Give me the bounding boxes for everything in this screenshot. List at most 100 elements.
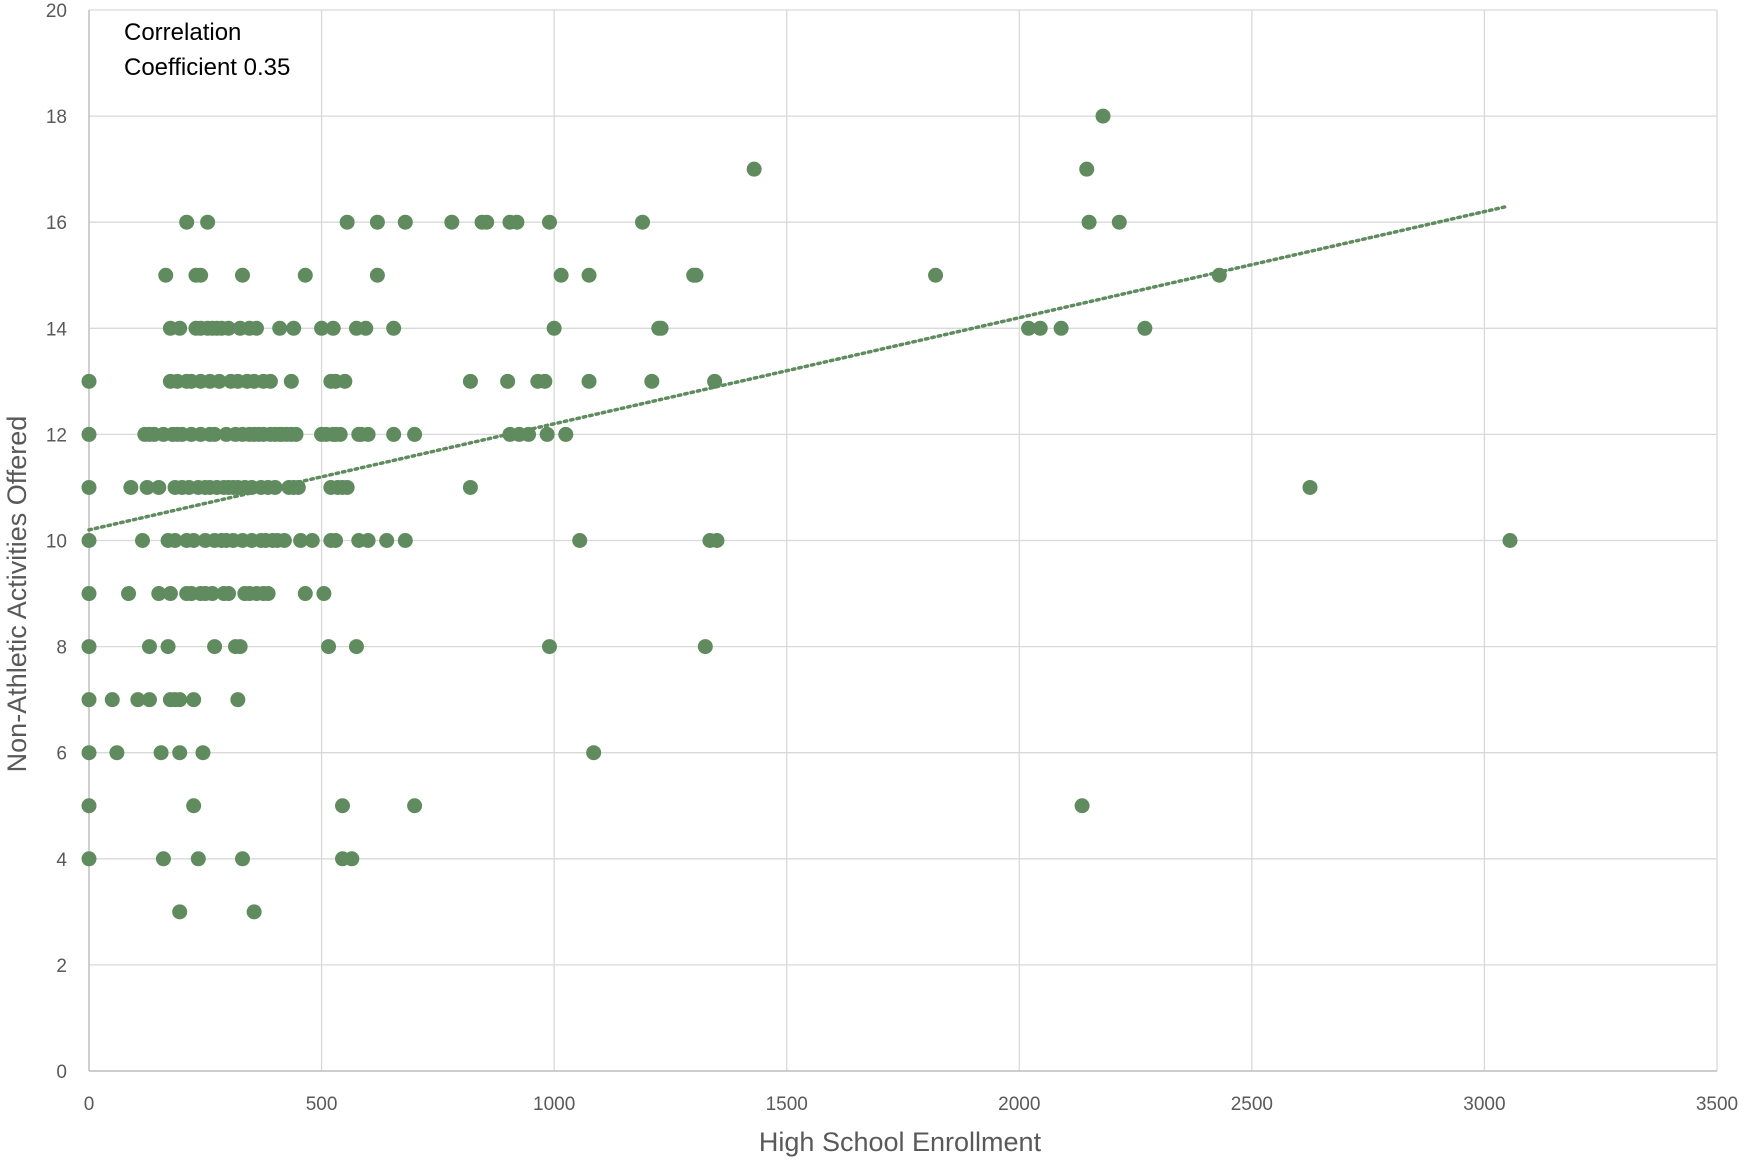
data-point: [81, 373, 97, 389]
data-point: [248, 320, 264, 336]
data-point: [635, 214, 651, 230]
data-point: [697, 639, 713, 655]
data-point: [1111, 214, 1127, 230]
data-point: [1137, 320, 1153, 336]
data-point: [360, 426, 376, 442]
y-tick-label: 0: [56, 1062, 67, 1083]
data-point: [123, 479, 139, 495]
data-point: [246, 904, 262, 920]
data-point: [539, 426, 555, 442]
x-tick-label: 1000: [533, 1094, 575, 1115]
data-point: [221, 320, 237, 336]
data-point: [541, 639, 557, 655]
data-point: [297, 267, 313, 283]
data-point: [339, 214, 355, 230]
data-point: [1032, 320, 1048, 336]
trendline-layer: [87, 204, 1510, 532]
data-point: [151, 586, 167, 602]
data-point: [141, 639, 157, 655]
data-point: [81, 745, 97, 761]
data-point: [928, 267, 944, 283]
data-point: [160, 639, 176, 655]
x-tick-label: 2000: [998, 1094, 1040, 1115]
data-point: [558, 426, 574, 442]
data-point: [121, 586, 137, 602]
x-tick-label: 0: [84, 1094, 95, 1115]
data-point: [193, 267, 209, 283]
data-point: [358, 320, 374, 336]
data-point: [190, 851, 206, 867]
data-point: [1302, 479, 1318, 495]
data-point: [379, 533, 395, 548]
data-point: [644, 373, 660, 389]
x-tick-label: 500: [306, 1094, 338, 1115]
data-point: [444, 214, 460, 230]
y-tick-label: 2: [56, 956, 67, 977]
data-point: [397, 533, 413, 548]
data-point: [81, 586, 97, 602]
data-point: [586, 745, 602, 761]
y-axis-title: Non-Athletic Activities Offered: [2, 416, 32, 773]
data-point: [572, 533, 588, 548]
data-point: [158, 267, 174, 283]
data-point: [325, 320, 341, 336]
data-point: [653, 320, 669, 336]
data-point: [293, 533, 309, 548]
data-point: [211, 373, 227, 389]
data-point: [195, 745, 211, 761]
data-point: [232, 639, 248, 655]
data-point: [286, 320, 302, 336]
data-point: [130, 692, 146, 708]
data-point: [553, 267, 569, 283]
data-point: [139, 479, 155, 495]
data-point: [272, 320, 288, 336]
data-point: [234, 267, 250, 283]
y-tick-label: 6: [56, 744, 67, 765]
data-point: [314, 320, 330, 336]
data-point: [81, 533, 97, 548]
data-point: [348, 639, 364, 655]
data-point: [172, 320, 188, 336]
data-point: [260, 586, 276, 602]
data-point: [109, 745, 125, 761]
data-point: [581, 373, 597, 389]
data-point: [186, 533, 202, 548]
x-tick-label: 2500: [1231, 1094, 1273, 1115]
data-point: [328, 533, 344, 548]
data-point: [546, 320, 562, 336]
data-point: [297, 586, 313, 602]
data-point: [81, 479, 97, 495]
data-point: [1081, 214, 1097, 230]
data-point: [179, 214, 195, 230]
data-point: [162, 586, 178, 602]
data-point: [141, 692, 157, 708]
y-tick-label: 12: [46, 425, 67, 446]
data-point: [151, 479, 167, 495]
data-point: [204, 586, 220, 602]
data-point: [172, 692, 188, 708]
axis-labels: 0 2 4 6 8 10 12 14 16 18 20 0 500 1000 1500 2000 2500 300…: [46, 1, 1738, 1115]
data-point: [207, 639, 223, 655]
data-point: [1021, 320, 1037, 336]
x-axis-title: High School Enrollment: [759, 1127, 1042, 1157]
data-point: [369, 267, 385, 283]
data-point: [397, 214, 413, 230]
data-point: [1211, 267, 1227, 283]
y-tick-label: 14: [46, 319, 68, 340]
data-point: [1053, 320, 1069, 336]
data-point: [321, 639, 337, 655]
data-point: [81, 851, 97, 867]
y-tick-label: 10: [46, 532, 67, 553]
x-tick-label: 3000: [1463, 1094, 1505, 1115]
data-point: [262, 373, 278, 389]
data-point: [200, 214, 216, 230]
data-point: [500, 373, 516, 389]
data-point: [537, 373, 553, 389]
data-point: [276, 533, 292, 548]
data-point: [360, 533, 376, 548]
data-point: [709, 533, 725, 548]
data-point: [186, 798, 202, 814]
data-point: [369, 214, 385, 230]
data-point: [134, 533, 150, 548]
data-point: [1074, 798, 1090, 814]
